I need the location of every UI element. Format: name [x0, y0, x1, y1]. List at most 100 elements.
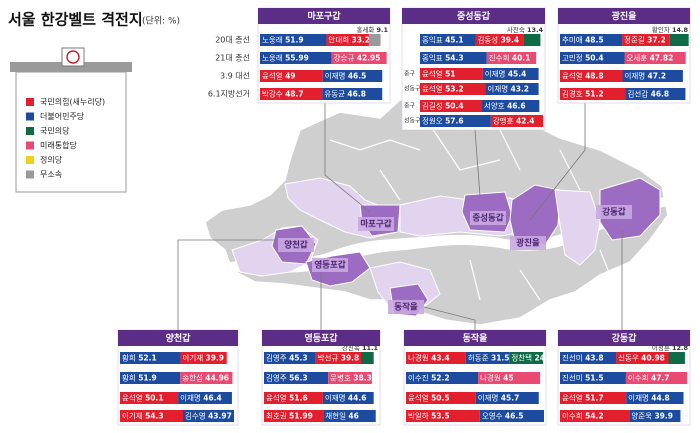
bar-segment: [560, 88, 626, 100]
candidate-value: 9.1: [376, 26, 388, 34]
candidate-value: 46.5: [348, 72, 367, 81]
candidate-value: 11.1: [362, 344, 379, 352]
candidate-name: 이재명: [325, 71, 346, 81]
candidate-value: 48.7: [285, 90, 304, 99]
segment-label: 이재명 43.2: [487, 84, 529, 94]
map-label: 강동갑: [602, 207, 626, 218]
bar-segment: [260, 88, 323, 100]
bar-segment: [560, 392, 627, 404]
map-label-box: [358, 217, 394, 231]
panel-header: [404, 330, 546, 346]
candidate-name: 오세훈: [627, 53, 648, 63]
candidate-value: 39.4: [501, 36, 520, 45]
candidate-name: 진수희: [489, 53, 510, 63]
bar-segment: [406, 410, 480, 422]
candidate-value: 12.8: [672, 344, 689, 352]
candidate-name: 윤석열: [422, 84, 443, 94]
segment-label: 이재명 45.7: [478, 393, 520, 403]
bar-segment: [322, 392, 374, 404]
bar-segment: [629, 410, 681, 422]
segment-label: 유동균 46.8: [324, 90, 366, 99]
candidate-value: 43.4: [431, 354, 450, 363]
bar-segment: [523, 34, 541, 46]
bar-segment: [560, 372, 626, 384]
note-label: 황인자 14.8: [652, 25, 689, 34]
segment-label: 황희 51.9: [122, 373, 157, 383]
segment-label: 김길성 50.4: [422, 101, 464, 111]
row-label: 21대 총선: [215, 54, 250, 63]
segment-label: 정원오 57.6: [422, 116, 464, 126]
map-label-box: [312, 258, 348, 272]
candidate-name: 정원오: [422, 116, 443, 126]
segment-label: 정찬택 24.5: [511, 353, 553, 363]
bar-segment: [180, 352, 227, 364]
candidate-name: 홍익표: [422, 53, 443, 63]
legend-swatch: [26, 98, 34, 106]
candidate-name: 박일하: [408, 411, 429, 421]
candidate-value: 51.9: [138, 374, 157, 383]
segment-label: 서양호 46.6: [484, 102, 526, 111]
bar-segment: [509, 352, 544, 364]
candidate-name: 이수진: [408, 373, 429, 383]
segment-label: 오세훈 47.82: [627, 53, 674, 63]
bar-segment: [178, 392, 232, 404]
candidate-value: 46: [348, 412, 358, 421]
bar-segment: [420, 83, 486, 95]
bar-segment: [361, 352, 374, 364]
candidate-value: 37.2: [647, 36, 666, 45]
panel-header: [262, 330, 380, 346]
bar-segment: [560, 352, 617, 364]
district-label: 성동구: [404, 117, 421, 125]
segment-label: 김경호 51.2: [562, 89, 604, 99]
candidate-name: 송한섭: [182, 373, 203, 383]
segment-label: 윤석열 48.8: [562, 71, 604, 81]
segment-label: 강승규 42.95: [334, 53, 381, 63]
candidate-value: 45.3: [289, 354, 308, 363]
bar-segment: [669, 34, 689, 46]
segment-label: 박선규 39.8: [318, 353, 360, 363]
candidate-value: 51.9: [285, 36, 304, 45]
segment-label: 이재명 44.8: [628, 393, 670, 403]
bar-segment: [622, 70, 683, 82]
panel-header: [118, 330, 238, 346]
candidate-name: 홍익표: [422, 35, 443, 45]
candidate-name: 추미애: [562, 36, 583, 45]
candidate-name: 이재명: [485, 69, 506, 79]
candidate-name: 신동우: [618, 354, 639, 363]
segment-label: 이기재 54.3: [122, 411, 164, 421]
candidate-value: 40.1: [512, 54, 531, 63]
candidate-name: 오영수: [482, 411, 503, 421]
segment-label: 김영주 56.3: [266, 373, 308, 383]
bar-segment: [182, 410, 234, 422]
candidate-value: 40.98: [641, 354, 665, 363]
candidate-value: 46.4: [203, 394, 222, 403]
legend-label: 무소속: [40, 170, 62, 179]
bar-segment: [260, 70, 323, 82]
candidate-name: 진선미: [562, 353, 583, 363]
bar-segment: [482, 68, 539, 80]
candidate-value: 44.8: [651, 394, 670, 403]
bar-segment: [481, 100, 540, 112]
segment-label: 채현일 46: [325, 411, 359, 421]
candidate-name: 정찬택: [511, 353, 532, 363]
row-label: 3.9 대선: [220, 72, 250, 81]
segment-label: 윤석열 51.7: [562, 393, 604, 403]
candidate-value: 56.3: [289, 374, 308, 383]
segment-label: 이재명 44.6: [325, 393, 367, 403]
bar-segment: [120, 372, 181, 384]
candidate-value: 46.5: [505, 412, 524, 421]
bar-segment: [485, 83, 539, 95]
legend-swatch: [26, 141, 34, 150]
candidate-name: 박강수: [262, 89, 283, 99]
segment-label: 신동우 40.98: [618, 354, 665, 363]
candidate-value: 43.8: [585, 354, 604, 363]
bar-segment: [475, 34, 524, 46]
candidate-value: 31.5: [491, 354, 510, 363]
map-label-box: [388, 300, 424, 314]
candidate-name: 이재명: [487, 84, 508, 94]
segment-label: 김영주 45.3: [266, 353, 308, 363]
candidate-name: 이기재: [122, 411, 143, 421]
bar-segment: [625, 372, 687, 384]
candidate-value: 51.7: [585, 394, 604, 403]
legend-swatch: [26, 170, 34, 179]
